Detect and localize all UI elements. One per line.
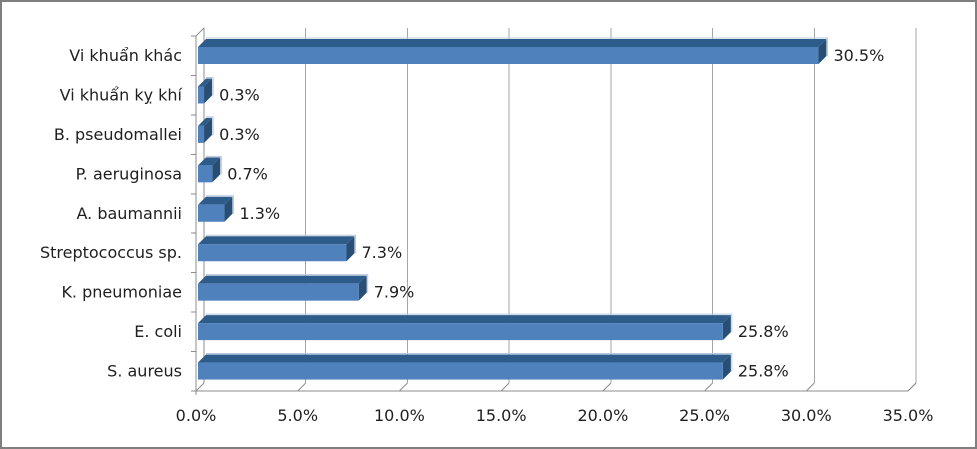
floor-tick-diagonal xyxy=(602,382,612,392)
floor-tick-diagonal xyxy=(195,382,205,392)
x-axis-tick-label: 20.0% xyxy=(577,406,628,425)
category-label: Streptococcus sp. xyxy=(40,243,182,262)
value-label: 0.7% xyxy=(227,164,268,183)
category-label: K. pneumoniae xyxy=(61,283,182,302)
value-label: 25.8% xyxy=(738,362,789,381)
bar-k-pneumoniae-front-face xyxy=(198,283,359,301)
bar-b-pseudomallei-top-face xyxy=(198,117,213,126)
x-axis-tick-label: 10.0% xyxy=(374,406,425,425)
bar-k-pneumoniae-end-face xyxy=(358,275,367,301)
bar-vi-khu-n-kh-c-top-face xyxy=(198,39,827,47)
floor-tick-diagonal xyxy=(399,382,408,392)
bar-e-coli-end-face xyxy=(722,315,731,341)
x-axis-tick-label: 5.0% xyxy=(277,406,318,425)
value-label: 0.3% xyxy=(219,85,260,104)
category-label: B. pseudomallei xyxy=(54,125,182,144)
bar-a-baumannii-top-face xyxy=(198,196,233,205)
floor-tick-diagonal xyxy=(704,382,713,392)
wall-top-diagonal xyxy=(195,27,205,37)
value-label: 0.3% xyxy=(219,125,260,144)
floor-right-diagonal xyxy=(907,382,917,392)
category-label: A. baumannii xyxy=(77,204,183,223)
bar-streptococcus-sp-end-face xyxy=(346,236,355,262)
floor-tick-diagonal xyxy=(500,382,510,392)
floor-tick-diagonal xyxy=(297,382,307,392)
value-label: 25.8% xyxy=(738,322,789,341)
bar-b-pseudomallei-highlight-edge xyxy=(206,116,214,135)
bar-k-pneumoniae-top-face xyxy=(198,275,367,284)
x-axis-tick-label: 0.0% xyxy=(176,406,217,425)
bar-a-baumannii-end-face xyxy=(224,196,233,222)
bar-b-pseudomallei-front-face xyxy=(198,125,205,143)
bar-s-aureus-highlight-edge xyxy=(206,353,733,372)
bar-vi-khu-n-kh-c-end-face xyxy=(818,39,827,64)
bar-k-pneumoniae-highlight-edge xyxy=(206,274,369,293)
bar-p-aeruginosa-front-face xyxy=(198,165,213,183)
bar-p-aeruginosa-end-face xyxy=(212,157,221,183)
bar-e-coli-highlight-edge xyxy=(206,313,733,333)
bar-vi-khu-n-k-kh-top-face xyxy=(198,78,213,87)
bar-s-aureus-top-face xyxy=(198,354,731,363)
x-axis-tick-label: 25.0% xyxy=(679,406,730,425)
x-axis-tick-label: 30.0% xyxy=(781,406,832,425)
bar-streptococcus-sp-front-face xyxy=(198,244,347,262)
value-label: 7.3% xyxy=(362,243,403,262)
category-label: Vi khuẩn kỵ khí xyxy=(60,85,183,104)
bar-a-baumannii-front-face xyxy=(198,204,225,222)
bar-b-pseudomallei-end-face xyxy=(204,117,213,143)
bar-vi-khu-n-k-kh-highlight-edge xyxy=(206,76,214,96)
value-label: 7.9% xyxy=(374,283,415,302)
bar-e-coli-top-face xyxy=(198,315,731,324)
bar-p-aeruginosa-highlight-edge xyxy=(206,155,222,175)
bar-p-aeruginosa-top-face xyxy=(198,157,221,166)
category-label: Vi khuẩn khác xyxy=(69,46,182,65)
bar-e-coli-front-face xyxy=(198,323,723,341)
floor-tick-diagonal xyxy=(805,382,815,392)
bar-vi-khu-n-k-kh-front-face xyxy=(198,86,205,104)
value-label: 30.5% xyxy=(833,46,884,65)
bar-streptococcus-sp-highlight-edge xyxy=(206,234,357,254)
bar-streptococcus-sp-top-face xyxy=(198,236,355,245)
category-label: P. aeruginosa xyxy=(76,164,182,183)
value-label: 1.3% xyxy=(239,204,280,223)
bar-s-aureus-end-face xyxy=(722,354,731,380)
x-axis-tick-label: 15.0% xyxy=(476,406,527,425)
bar-vi-khu-n-kh-c-highlight-edge xyxy=(206,37,828,56)
x-axis-tick-label: 35.0% xyxy=(883,406,934,425)
bar-vi-khu-n-k-kh-end-face xyxy=(204,78,213,104)
category-label: E. coli xyxy=(134,322,182,341)
bar-a-baumannii-highlight-edge xyxy=(206,195,234,214)
bar-s-aureus-front-face xyxy=(198,362,723,380)
bar-vi-khu-n-kh-c-front-face xyxy=(198,47,819,64)
category-label: S. aureus xyxy=(107,362,182,381)
